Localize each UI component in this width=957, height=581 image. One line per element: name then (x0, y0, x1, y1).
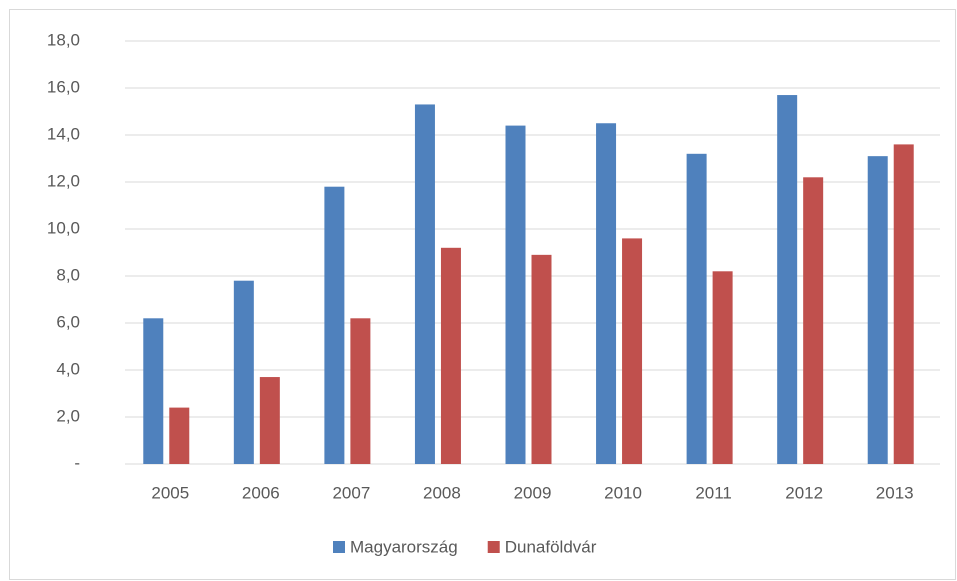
y-tick-label: 16,0 (47, 77, 80, 96)
x-tick-label: 2007 (332, 483, 370, 502)
legend-swatch (333, 541, 345, 553)
y-tick-label: 12,0 (47, 171, 80, 190)
bar (893, 144, 914, 464)
bar (440, 247, 461, 464)
bar (324, 186, 345, 464)
legend-label: Magyarország (350, 537, 458, 556)
x-tick-label: 2011 (695, 483, 732, 502)
bar (350, 318, 371, 464)
bar (505, 125, 526, 464)
bar (169, 407, 190, 464)
x-tick-label: 2008 (423, 483, 461, 502)
bar (531, 254, 552, 464)
x-tick-label: 2013 (876, 483, 914, 502)
bar (414, 104, 435, 464)
x-tick-label: 2012 (785, 483, 823, 502)
legend-swatch (487, 541, 500, 553)
bar (777, 95, 798, 465)
bar (596, 123, 617, 464)
y-tick-label: 14,0 (47, 124, 80, 143)
bar (867, 156, 888, 464)
bar (803, 177, 824, 465)
y-tick-label: 18,0 (47, 30, 80, 49)
y-tick-label: 8,0 (56, 265, 80, 284)
x-tick-label: 2006 (242, 483, 280, 502)
bar (622, 238, 643, 464)
bar (686, 153, 707, 465)
bar (233, 280, 254, 464)
x-tick-label: 2005 (151, 483, 189, 502)
y-tick-label: 2,0 (56, 406, 80, 425)
y-tick-label: 6,0 (56, 312, 80, 331)
bar (712, 271, 733, 464)
bar (143, 318, 164, 464)
chart-frame (9, 9, 956, 580)
bar (259, 377, 280, 464)
y-tick-label: - (74, 453, 80, 472)
legend-label: Dunaföldvár (505, 537, 597, 556)
y-tick-label: 10,0 (47, 218, 80, 237)
x-tick-label: 2010 (604, 483, 642, 502)
y-tick-label: 4,0 (56, 359, 80, 378)
x-tick-label: 2009 (514, 483, 552, 502)
